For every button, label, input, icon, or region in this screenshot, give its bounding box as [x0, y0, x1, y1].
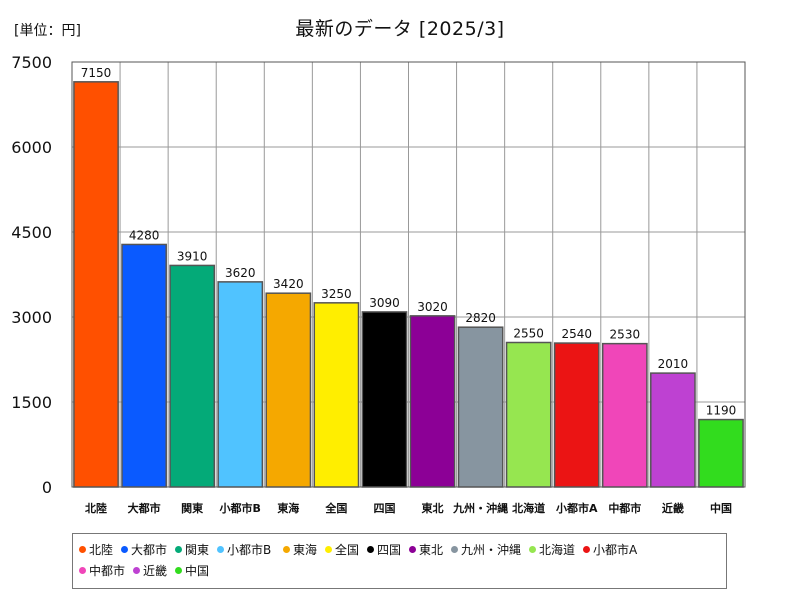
x-tick-label: 北陸: [85, 501, 107, 515]
x-tick-label: 関東: [181, 501, 204, 515]
legend-item: 九州・沖縄: [451, 543, 521, 557]
data-label: 7150: [81, 66, 112, 80]
legend-item: 中国: [175, 564, 209, 578]
x-tick-label: 全国: [324, 501, 347, 515]
chart-title: 最新のデータ [2025/3]: [295, 18, 505, 40]
legend-marker: [367, 546, 374, 553]
y-tick-label: 7500: [11, 53, 52, 72]
legend-label: 中都市: [89, 564, 126, 578]
legend-label: 九州・沖縄: [461, 543, 522, 557]
legend-marker: [283, 546, 290, 553]
bar: [457, 326, 504, 488]
data-label: 3910: [177, 249, 208, 263]
x-tick-label: 小都市B: [219, 501, 261, 515]
legend-item: 小都市A: [583, 543, 637, 557]
legend-label: 北陸: [89, 543, 114, 557]
legend-label: 小都市A: [593, 543, 638, 557]
legend-label: 大都市: [131, 543, 168, 557]
unit-label: [単位：円]: [14, 23, 81, 39]
data-label: 3620: [225, 266, 256, 280]
legend-marker: [409, 546, 416, 553]
y-tick-label: 4500: [11, 223, 52, 242]
bar: [698, 418, 744, 488]
legend-label: 東北: [419, 543, 444, 557]
legend-marker: [79, 567, 86, 574]
legend-item: 関東: [175, 543, 209, 557]
legend-item: 近畿: [133, 564, 167, 578]
x-tick-label: 四国: [373, 502, 395, 515]
legend-marker: [79, 546, 86, 553]
data-label: 2540: [561, 327, 592, 341]
bar: [505, 341, 552, 488]
legend-marker: [529, 546, 536, 553]
legend-marker: [133, 567, 140, 574]
data-label: 3250: [321, 287, 352, 301]
x-tick-label: 中都市: [608, 501, 641, 515]
bar: [650, 372, 696, 488]
legend-marker: [175, 567, 182, 574]
legend-item: 小都市B: [217, 543, 271, 557]
bar: [409, 315, 456, 488]
bar: [361, 311, 408, 488]
data-label: 2530: [610, 328, 641, 342]
legend-marker: [451, 546, 458, 553]
x-tick-label: 中国: [710, 501, 732, 515]
y-tick-label: 1500: [11, 393, 52, 412]
legend-item: 北陸: [79, 543, 113, 557]
legend-item: 東海: [283, 543, 317, 557]
legend-marker: [121, 546, 128, 553]
legend-item: 中都市: [79, 564, 125, 578]
bar: [217, 281, 264, 488]
data-label: 2820: [465, 311, 496, 325]
y-tick-label: 0: [42, 478, 52, 497]
bar-chart: 0 1500 3000 4500 6000 7500 7150 北陸 4280 大都市 3910 関東…: [11, 53, 746, 515]
bar: [313, 302, 360, 488]
data-label: 4280: [129, 228, 160, 242]
x-tick-label: 北海道: [512, 501, 545, 515]
bar: [265, 292, 312, 488]
legend-marker: [325, 546, 332, 553]
legend-label: 小都市B: [227, 543, 272, 557]
x-tick-label: 大都市: [128, 501, 161, 515]
legend-item: 大都市: [121, 543, 167, 557]
legend-item: 四国: [367, 543, 401, 557]
plot-frame: [71, 61, 746, 488]
legend-marker: [217, 546, 224, 553]
legend-label: 近畿: [143, 564, 168, 578]
legend-marker: [583, 546, 590, 553]
x-tick-label: 東海: [277, 501, 299, 515]
legend-label: 北海道: [539, 543, 576, 557]
x-tick-label: 近畿: [662, 501, 684, 515]
legend-label: 中国: [185, 564, 210, 578]
data-label: 3090: [369, 296, 400, 310]
x-tick-label: 小都市A: [555, 501, 598, 515]
legend-item: 北海道: [529, 543, 575, 557]
bar: [73, 81, 119, 488]
y-tick-label: 6000: [11, 138, 52, 157]
bar: [169, 264, 216, 488]
x-tick-label: 東北: [422, 501, 444, 515]
bar: [553, 342, 600, 488]
data-label: 1190: [706, 404, 737, 418]
data-label: 3420: [273, 277, 304, 291]
x-tick-label: 九州・沖縄: [452, 501, 508, 515]
legend: 北陸 大都市 関東 小都市B 東海 全国 四国 東北 九州・沖縄 北海道 小都市A 中都市 近畿 中国: [72, 533, 727, 589]
data-label: 2550: [513, 327, 544, 341]
data-label: 2010: [658, 357, 689, 371]
legend-item: 東北: [409, 543, 443, 557]
y-tick-label: 3000: [11, 308, 52, 327]
legend-marker: [175, 546, 182, 553]
bar: [121, 243, 167, 488]
legend-label: 関東: [185, 543, 210, 557]
bar: [601, 342, 648, 488]
legend-label: 東海: [293, 543, 318, 557]
legend-item: 全国: [325, 543, 359, 557]
legend-label: 全国: [335, 543, 360, 557]
legend-label: 四国: [377, 543, 402, 557]
data-label: 3020: [417, 300, 448, 314]
